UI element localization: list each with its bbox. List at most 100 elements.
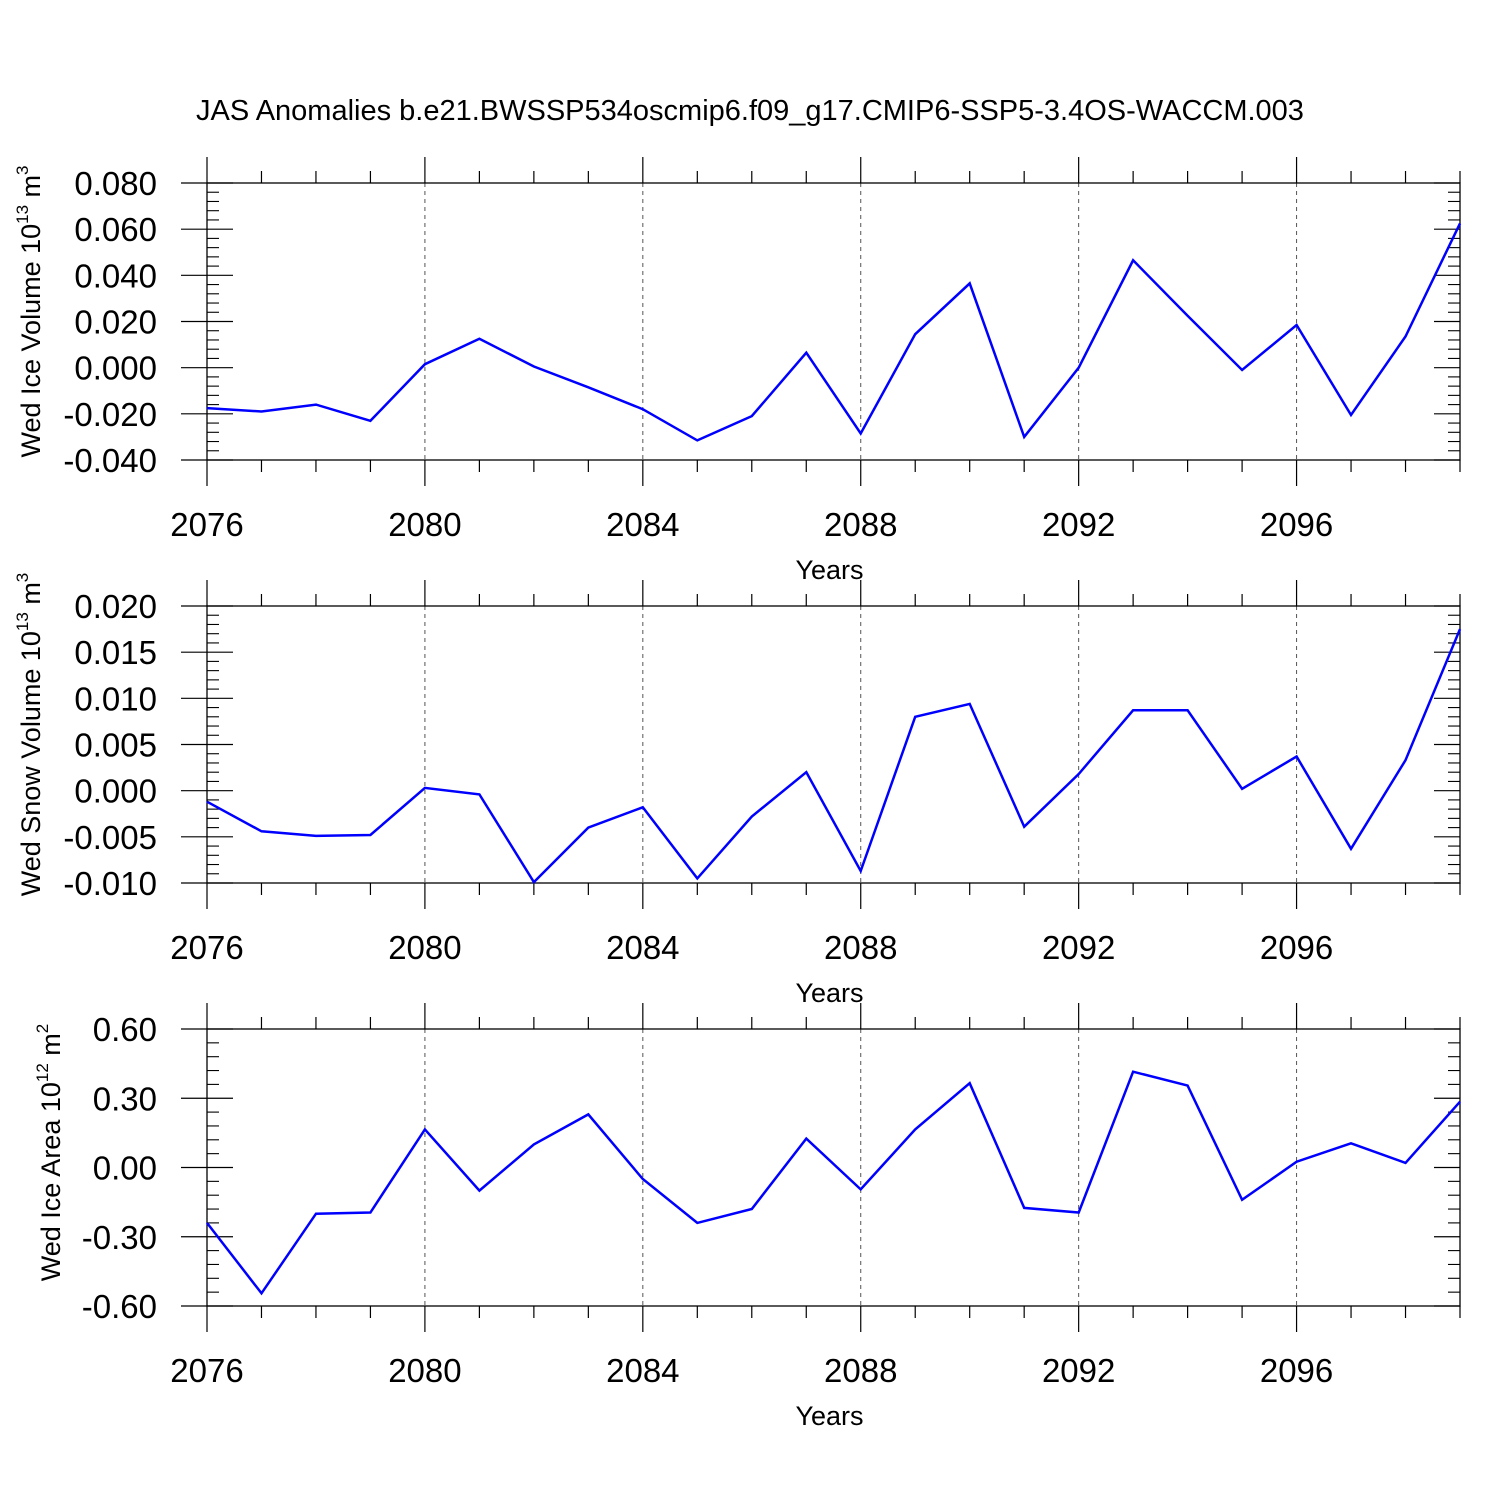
data-point (477, 337, 481, 341)
data-point (859, 1187, 863, 1191)
x-tick-label: 2088 (824, 929, 897, 966)
data-point (1240, 1198, 1244, 1202)
data-point (968, 1081, 972, 1085)
data-point (695, 1221, 699, 1225)
data-point (1240, 368, 1244, 372)
data-point (1077, 366, 1081, 370)
data-point (804, 1137, 808, 1141)
data-point (859, 869, 863, 873)
data-point (477, 792, 481, 796)
x-tick-label: 2088 (824, 1352, 897, 1389)
data-point (532, 1142, 536, 1146)
data-point (1186, 708, 1190, 712)
data-point (1131, 258, 1135, 262)
plot-frame (206, 182, 1461, 461)
series-line (206, 1070, 1461, 1296)
y-tick-label: 0.080 (74, 165, 157, 202)
data-point (1022, 1206, 1026, 1210)
plot-frame (206, 1028, 1461, 1307)
panel-2: 2076 2080 2084 2088 2092 2096 Years -0.010 -0.00… (13, 573, 1462, 1008)
x-axis-title: Years (795, 1401, 863, 1431)
data-point (804, 770, 808, 774)
data-point (532, 880, 536, 884)
data-point (586, 826, 590, 830)
x-tick-label: 2088 (824, 506, 897, 543)
data-point (259, 829, 263, 833)
data-point (1022, 825, 1026, 829)
data-point (1404, 335, 1408, 339)
y-tick-label: -0.040 (63, 442, 157, 479)
data-point (1186, 314, 1190, 318)
data-point (750, 1207, 754, 1211)
data-point (1077, 1211, 1081, 1215)
x-tick-label: 2092 (1042, 929, 1115, 966)
x-tick-label: 2084 (606, 929, 679, 966)
data-point (804, 351, 808, 355)
y-tick-label: 0.020 (74, 588, 157, 625)
y-tick-label: 0.040 (74, 257, 157, 294)
y-tick-label: 0.010 (74, 680, 157, 717)
x-tick-label: 2076 (170, 506, 243, 543)
data-point (314, 834, 318, 838)
panels: 2076 2080 2084 2088 2092 2096 Years -0.040 -0.02… (13, 157, 1462, 1431)
data-point (1404, 758, 1408, 762)
data-point (1131, 708, 1135, 712)
data-point (1404, 1161, 1408, 1165)
data-point (423, 786, 427, 790)
x-axis-title: Years (795, 978, 863, 1008)
figure-title: JAS Anomalies b.e21.BWSSP534oscmip6.f09_… (196, 95, 1304, 127)
data-point (913, 332, 917, 336)
y-axis-title: Wed Snow Volume 1013 m3 (13, 573, 46, 897)
panel-1: 2076 2080 2084 2088 2092 2096 Years -0.040 -0.02… (13, 157, 1462, 585)
data-point (586, 385, 590, 389)
panel-3: 2076 2080 2084 2088 2092 2096 Years -0.60 -0.30 0… (33, 1003, 1462, 1431)
x-tick-label: 2096 (1260, 929, 1333, 966)
data-point (1458, 221, 1462, 225)
y-tick-label: 0.020 (74, 304, 157, 341)
data-point (259, 1291, 263, 1295)
x-tick-label: 2080 (388, 929, 461, 966)
data-point (1349, 847, 1353, 851)
data-point (1240, 787, 1244, 791)
y-tick-label: 0.000 (74, 350, 157, 387)
y-tick-label: 0.00 (93, 1150, 157, 1187)
y-tick-label: -0.005 (63, 819, 157, 856)
data-point (1295, 323, 1299, 327)
data-point (423, 362, 427, 366)
data-point (695, 438, 699, 442)
x-tick-label: 2076 (170, 1352, 243, 1389)
data-point (1458, 627, 1462, 631)
data-point (314, 403, 318, 407)
y-tick-label: 0.005 (74, 727, 157, 764)
y-axis-title: Wed Ice Volume 1013 m3 (13, 165, 46, 457)
y-tick-label: -0.020 (63, 396, 157, 433)
data-point (1295, 755, 1299, 759)
data-point (314, 1212, 318, 1216)
y-tick-label: 0.60 (93, 1011, 157, 1048)
data-point (641, 407, 645, 411)
data-point (968, 281, 972, 285)
x-tick-label: 2096 (1260, 506, 1333, 543)
y-tick-label: 0.30 (93, 1080, 157, 1117)
data-point (913, 715, 917, 719)
x-tick-label: 2084 (606, 506, 679, 543)
data-point (423, 1127, 427, 1131)
x-tick-label: 2092 (1042, 506, 1115, 543)
data-point (368, 1211, 372, 1215)
data-point (205, 406, 209, 410)
data-point (913, 1127, 917, 1131)
y-tick-label: -0.60 (82, 1288, 157, 1325)
data-point (1458, 1100, 1462, 1104)
data-point (532, 365, 536, 369)
y-tick-label: 0.060 (74, 211, 157, 248)
x-tick-label: 2076 (170, 929, 243, 966)
y-tick-label: -0.30 (82, 1219, 157, 1256)
x-tick-label: 2080 (388, 506, 461, 543)
data-point (968, 702, 972, 706)
data-point (1077, 772, 1081, 776)
x-tick-label: 2092 (1042, 1352, 1115, 1389)
y-tick-label: -0.010 (63, 865, 157, 902)
series-line (206, 628, 1462, 885)
plot-frame (206, 605, 1461, 884)
data-point (586, 1112, 590, 1116)
